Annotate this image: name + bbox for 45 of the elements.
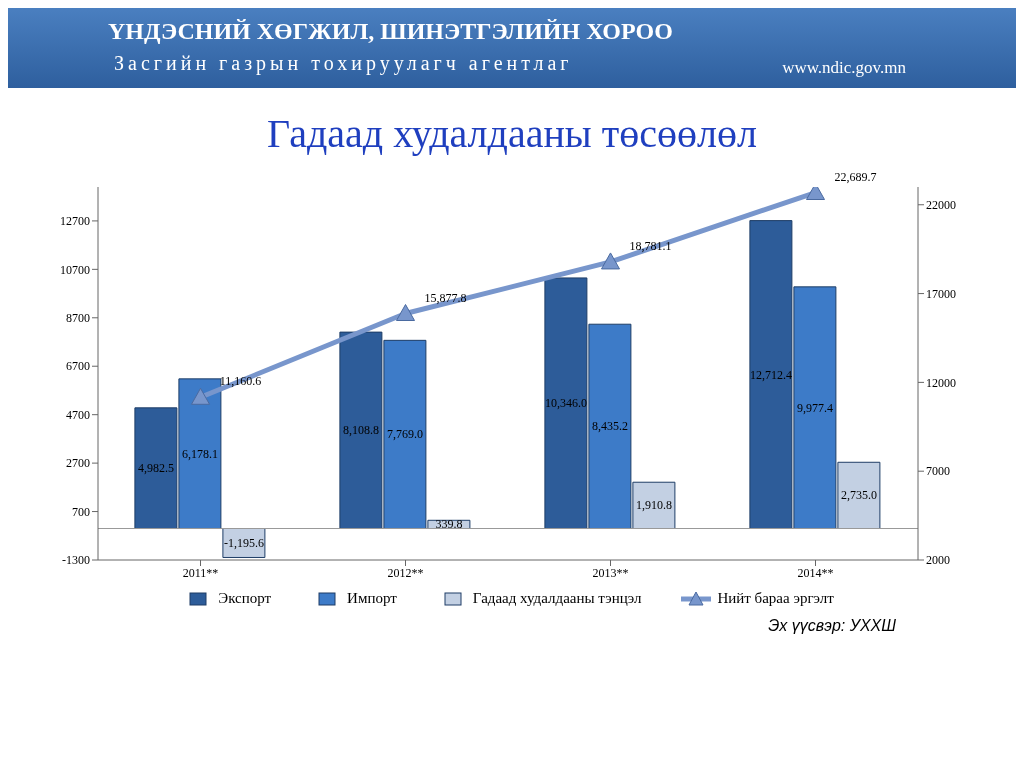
y-tick-label: 12700 bbox=[60, 214, 90, 229]
y-tick-label: -1300 bbox=[62, 553, 90, 568]
point bbox=[601, 252, 620, 270]
y-tick-label: 6700 bbox=[66, 359, 90, 374]
y2-tick-label: 12000 bbox=[926, 375, 956, 390]
x-tick-label: 2014** bbox=[797, 565, 834, 580]
y2-tick-label: 7000 bbox=[926, 464, 950, 479]
data-label: 8,435.2 bbox=[591, 419, 628, 434]
data-label: 7,769.0 bbox=[386, 427, 423, 442]
x-tick-label: 2012** bbox=[387, 565, 424, 580]
data-label: 4,982.5 bbox=[137, 461, 174, 476]
text: Эх үүсвэр: УХХШ bbox=[767, 617, 896, 635]
point bbox=[396, 304, 415, 321]
data-label: 1,910.8 bbox=[635, 498, 672, 513]
text: www.ndic.gov.mn bbox=[782, 58, 906, 78]
y-tick-label: 2700 bbox=[66, 456, 90, 471]
data-label: 10,346.0 bbox=[544, 396, 587, 411]
data-label: 18,781.1 bbox=[629, 238, 672, 253]
legend-label: Экспорт bbox=[217, 590, 272, 607]
legend-label: Гадаад худалдааны тэнцэл bbox=[471, 590, 642, 607]
y2-tick-label: 17000 bbox=[926, 286, 956, 301]
data-label: -1,195.6 bbox=[223, 535, 264, 550]
y-tick-label: 8700 bbox=[66, 311, 90, 326]
data-label: 22,689.7 bbox=[834, 169, 877, 184]
text: Засгийн газрын тохируулагч агентлаг bbox=[114, 52, 573, 75]
y2-tick-label: 2000 bbox=[926, 553, 950, 568]
data-label: 6,178.1 bbox=[181, 446, 218, 461]
data-label: 8,108.8 bbox=[342, 423, 379, 438]
y2-tick-label: 22000 bbox=[926, 198, 956, 213]
point bbox=[191, 387, 210, 405]
x-tick-label: 2011** bbox=[182, 565, 219, 580]
y-tick-label: 700 bbox=[72, 504, 90, 519]
chart-title: Гадаад худалдааны төсөөлөл bbox=[266, 110, 758, 157]
legend-label: Импорт bbox=[346, 590, 397, 607]
y-tick-label: 4700 bbox=[66, 407, 90, 422]
text: ҮНДЭСНИЙ ХӨГЖИЛ, ШИНЭТГЭЛИЙН ХОРОО bbox=[108, 18, 673, 45]
y-tick-label: 10700 bbox=[60, 262, 90, 277]
data-label: 11,160.6 bbox=[219, 374, 262, 389]
data-label: 339.8 bbox=[435, 517, 463, 532]
data-label: 12,712.4 bbox=[749, 367, 792, 382]
x-tick-label: 2013** bbox=[592, 565, 629, 580]
data-label: 15,877.8 bbox=[424, 290, 467, 305]
data-label: 2,735.0 bbox=[840, 488, 877, 503]
data-label: 9,977.4 bbox=[796, 400, 833, 415]
legend-label: Нийт бараа эргэлт bbox=[716, 590, 834, 607]
